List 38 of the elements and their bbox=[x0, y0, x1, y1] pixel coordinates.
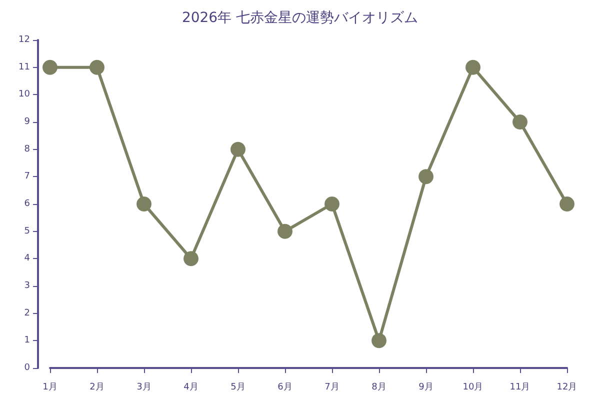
point bbox=[278, 224, 292, 239]
point bbox=[466, 60, 480, 75]
x-tick-label: 6月 bbox=[278, 382, 292, 392]
y-tick-label: 10 bbox=[18, 90, 30, 100]
point bbox=[184, 251, 198, 266]
y-tick-label: 12 bbox=[18, 35, 30, 45]
point bbox=[418, 169, 434, 184]
y-tick-label: 7 bbox=[24, 172, 30, 182]
x-tick-label: 5月 bbox=[230, 382, 246, 392]
y-tick-label: 4 bbox=[24, 254, 30, 264]
y-tick-label: 11 bbox=[18, 62, 30, 72]
x-tick-label: 10月 bbox=[462, 382, 484, 392]
x-tick-label: 2月 bbox=[90, 382, 104, 392]
point bbox=[560, 196, 574, 212]
point bbox=[324, 196, 340, 212]
point bbox=[90, 60, 104, 75]
y-tick-label: 8 bbox=[24, 144, 30, 154]
y-tick-label: 6 bbox=[24, 199, 30, 209]
chart-title: 2026年 七赤金星の運勢バイオリズム bbox=[182, 10, 418, 26]
y-tick-label: 2 bbox=[24, 308, 30, 318]
x-tick-label: 7月 bbox=[324, 382, 340, 392]
x-tick-label: 8月 bbox=[372, 382, 386, 392]
x-tick-label: 4月 bbox=[184, 382, 198, 392]
x-tick-label: 11月 bbox=[510, 382, 530, 392]
point bbox=[372, 333, 386, 348]
point bbox=[42, 60, 58, 75]
y-tick-label: 9 bbox=[24, 117, 30, 127]
point bbox=[512, 114, 528, 130]
y-tick-label: 3 bbox=[24, 281, 30, 291]
y-tick-label: 0 bbox=[24, 363, 30, 373]
x-tick-label: 12月 bbox=[556, 382, 578, 392]
x-tick-label: 3月 bbox=[136, 382, 152, 392]
x-tick-label: 1月 bbox=[42, 382, 58, 392]
point bbox=[136, 196, 152, 212]
y-tick-label: 5 bbox=[24, 226, 30, 236]
point bbox=[230, 142, 246, 157]
x-tick-label: 9月 bbox=[418, 382, 434, 392]
y-tick-label: 1 bbox=[24, 336, 30, 346]
